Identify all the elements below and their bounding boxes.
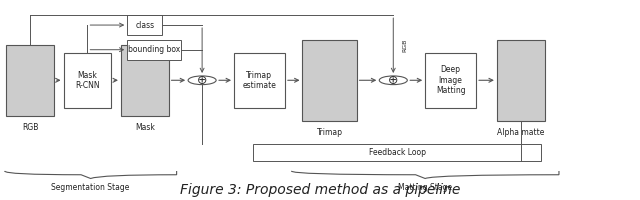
FancyBboxPatch shape: [303, 40, 356, 121]
Text: Feedback Loop: Feedback Loop: [369, 148, 426, 157]
FancyBboxPatch shape: [63, 53, 111, 108]
Text: Matting Stage: Matting Stage: [398, 183, 452, 192]
FancyBboxPatch shape: [234, 53, 285, 108]
FancyBboxPatch shape: [121, 45, 169, 116]
FancyBboxPatch shape: [497, 40, 545, 121]
FancyBboxPatch shape: [6, 45, 54, 116]
Text: RGB: RGB: [403, 39, 407, 52]
Text: RGB: RGB: [22, 123, 38, 132]
FancyBboxPatch shape: [425, 53, 476, 108]
Text: bounding box: bounding box: [128, 45, 180, 54]
Text: Segmentation Stage: Segmentation Stage: [51, 183, 130, 192]
Text: Trimap
estimate: Trimap estimate: [243, 71, 276, 90]
FancyBboxPatch shape: [253, 144, 541, 161]
Text: ⊕: ⊕: [388, 74, 399, 87]
Circle shape: [380, 76, 407, 85]
FancyBboxPatch shape: [127, 40, 181, 60]
Text: Alpha matte: Alpha matte: [497, 128, 545, 137]
FancyBboxPatch shape: [127, 15, 163, 35]
Text: Trimap: Trimap: [317, 128, 342, 137]
Text: Mask: Mask: [135, 123, 155, 132]
Text: Deep
Image
Matting: Deep Image Matting: [436, 65, 465, 95]
Text: class: class: [135, 21, 154, 30]
Text: Mask
R-CNN: Mask R-CNN: [75, 71, 100, 90]
Text: Figure 3: Proposed method as a pipeline: Figure 3: Proposed method as a pipeline: [180, 183, 460, 197]
Text: ⊕: ⊕: [197, 74, 207, 87]
Circle shape: [188, 76, 216, 85]
